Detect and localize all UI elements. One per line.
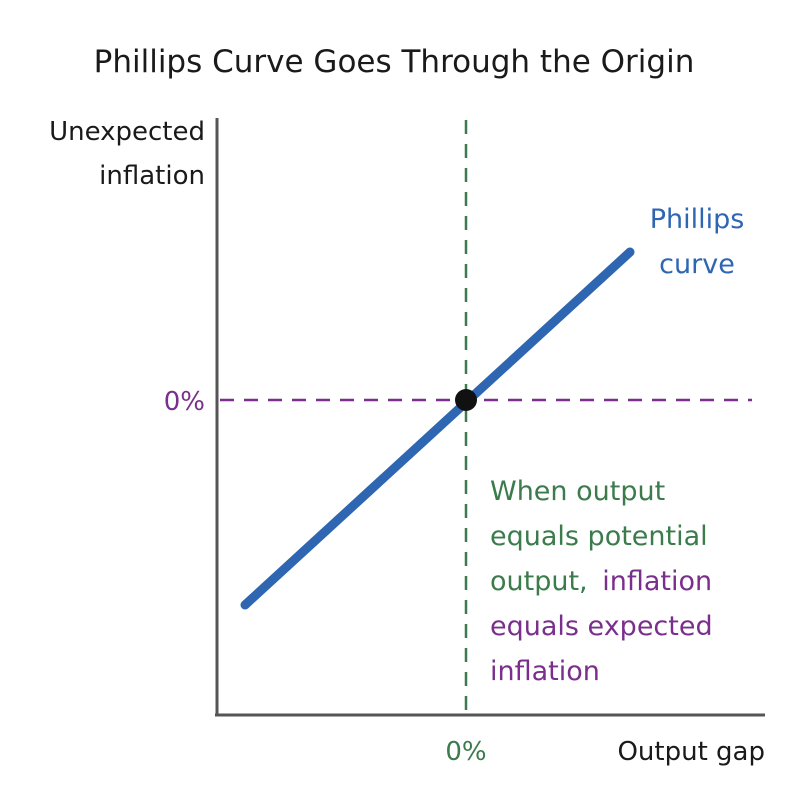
curve-label: curve [659,249,735,280]
annotation-line: inflation [490,656,600,687]
y-axis-label: Unexpected [49,117,205,147]
annotation-line: equals potential [490,521,708,552]
phillips-curve [240,247,635,610]
annotation-line: equals expected [490,611,713,642]
annotation-part: inflation [602,566,712,597]
annotation-line: output, inflation [490,566,712,597]
x-zero-label: 0% [445,737,486,767]
title: Phillips Curve Goes Through the Origin [94,44,695,80]
annotation-part: output, [490,566,588,597]
curve-label: Phillips [650,204,745,235]
x-axis-label: Output gap [617,737,765,767]
origin-point [455,389,477,411]
y-zero-label: 0% [164,387,205,417]
annotation-line: When output [490,476,665,507]
y-axis-label: inflation [99,161,205,191]
